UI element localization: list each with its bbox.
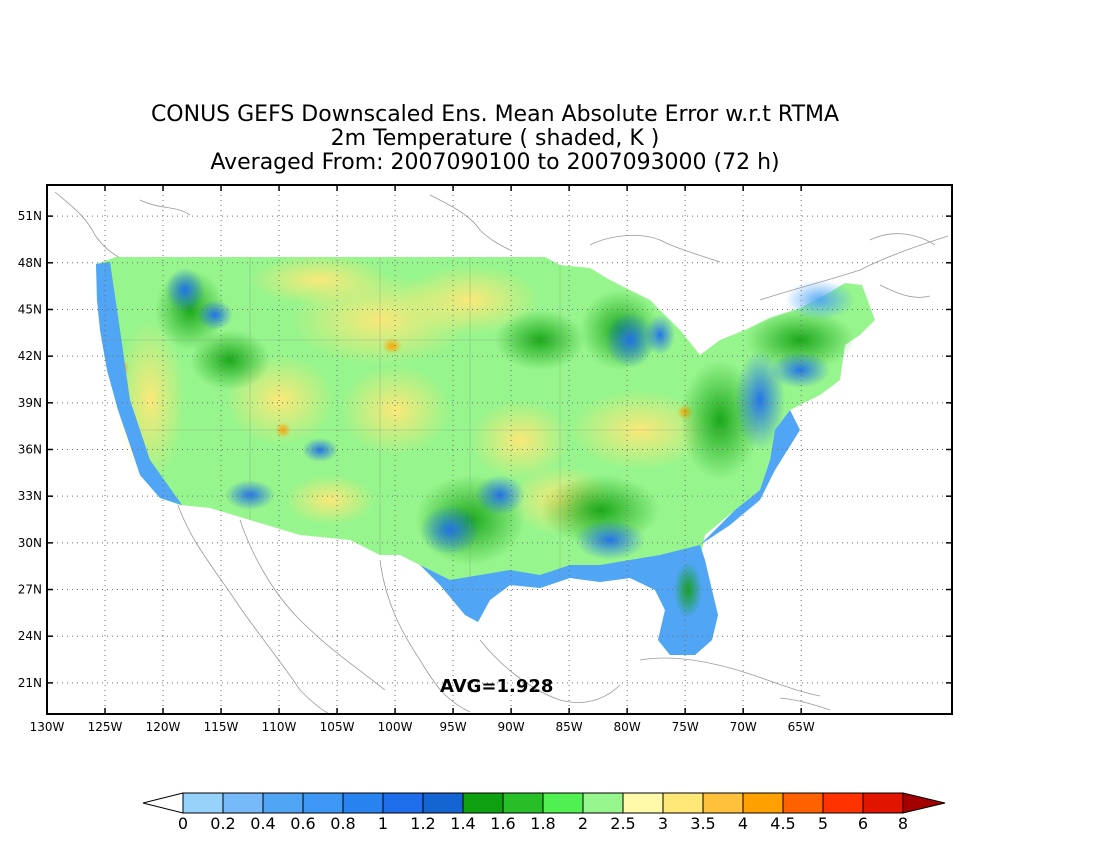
colorbar-label: 0.6 <box>290 814 315 833</box>
lon-tick-label: 80W <box>614 720 641 734</box>
colorbar-label: 1.4 <box>450 814 475 833</box>
colorbar-swatch <box>342 792 384 814</box>
lat-tick-label: 42N <box>18 349 42 363</box>
lon-tick-label: 85W <box>556 720 583 734</box>
title-line-1: CONUS GEFS Downscaled Ens. Mean Absolute… <box>150 102 840 127</box>
map-title: CONUS GEFS Downscaled Ens. Mean Absolute… <box>0 103 990 175</box>
colorbar-label: 0.4 <box>250 814 275 833</box>
colorbar-label: 4.5 <box>770 814 795 833</box>
colorbar-swatch <box>742 792 784 814</box>
colorbar-swatch <box>302 792 344 814</box>
lon-tick-label: 75W <box>672 720 699 734</box>
lon-tick-label: 110W <box>262 720 297 734</box>
grid-lines <box>47 185 952 714</box>
colorbar-label: 3.5 <box>690 814 715 833</box>
lat-tick-label: 48N <box>18 256 42 270</box>
average-label: AVG=1.928 <box>440 676 554 697</box>
title-line-3: Averaged From: 2007090100 to 2007093000 … <box>210 150 780 175</box>
colorbar-swatch <box>182 792 224 814</box>
lon-tick-label: 125W <box>88 720 123 734</box>
lat-tick-label: 30N <box>18 536 42 550</box>
lat-tick-label: 21N <box>18 676 42 690</box>
lat-tick-label: 24N <box>18 629 42 643</box>
lon-tick-label: 90W <box>498 720 525 734</box>
colorbar-label: 0 <box>178 814 188 833</box>
lat-tick-label: 51N <box>18 209 42 223</box>
lon-tick-label: 115W <box>204 720 239 734</box>
lon-tick-label: 95W <box>440 720 467 734</box>
colorbar-label: 6 <box>858 814 868 833</box>
lon-tick-label: 65W <box>788 720 815 734</box>
colorbar-label: 8 <box>898 814 908 833</box>
colorbar-swatch <box>502 792 544 814</box>
colorbar-label: 2 <box>578 814 588 833</box>
colorbar-label: 0.8 <box>330 814 355 833</box>
lon-tick-label: 70W <box>730 720 757 734</box>
lon-tick-label: 105W <box>320 720 355 734</box>
colorbar-swatch <box>382 792 424 814</box>
colorbar-swatch <box>542 792 584 814</box>
lon-tick-label: 120W <box>146 720 181 734</box>
colorbar-swatch <box>862 792 904 814</box>
colorbar-swatch <box>222 792 264 814</box>
colorbar-label: 2.5 <box>610 814 635 833</box>
colorbar: 0 0.2 0.4 0.6 0.8 1 1.2 1.4 1.6 1.8 2 2.5 3 3.5 4 4.5 5 6… <box>142 792 946 833</box>
lon-tick-label: 130W <box>30 720 65 734</box>
lat-tick-label: 27N <box>18 583 42 597</box>
colorbar-label: 1 <box>378 814 388 833</box>
colorbar-under-arrow <box>142 792 184 814</box>
colorbar-swatch <box>822 792 864 814</box>
longitude-axis: 130W 125W 120W 115W 110W 105W 100W 95W 90W 85W 80W… <box>30 185 815 734</box>
colorbar-swatch <box>462 792 504 814</box>
colorbar-swatch <box>582 792 624 814</box>
colorbar-swatch <box>702 792 744 814</box>
latitude-axis: 51N 48N 45N 42N 39N 36N 33N 30N 27N 24N 21N <box>18 209 952 690</box>
lat-tick-label: 33N <box>18 489 42 503</box>
colorbar-label: 5 <box>818 814 828 833</box>
lon-tick-label: 100W <box>378 720 413 734</box>
colorbar-swatch <box>622 792 664 814</box>
colorbar-swatch <box>662 792 704 814</box>
colorbar-label: 1.8 <box>530 814 555 833</box>
colorbar-label: 3 <box>658 814 668 833</box>
colorbar-swatch <box>782 792 824 814</box>
lat-tick-label: 45N <box>18 302 42 316</box>
colorbar-over-arrow <box>902 792 946 814</box>
field-blobs <box>96 255 855 655</box>
lat-tick-label: 39N <box>18 396 42 410</box>
title-line-2: 2m Temperature ( shaded, K ) <box>330 126 660 151</box>
colorbar-label: 1.2 <box>410 814 435 833</box>
colorbar-swatch <box>422 792 464 814</box>
lat-tick-label: 36N <box>18 443 42 457</box>
colorbar-label: 1.6 <box>490 814 515 833</box>
state-boundaries <box>100 257 760 590</box>
outside-coastlines <box>54 191 949 714</box>
colorbar-swatch <box>262 792 304 814</box>
colorbar-label: 4 <box>738 814 748 833</box>
colorbar-label: 0.2 <box>210 814 235 833</box>
